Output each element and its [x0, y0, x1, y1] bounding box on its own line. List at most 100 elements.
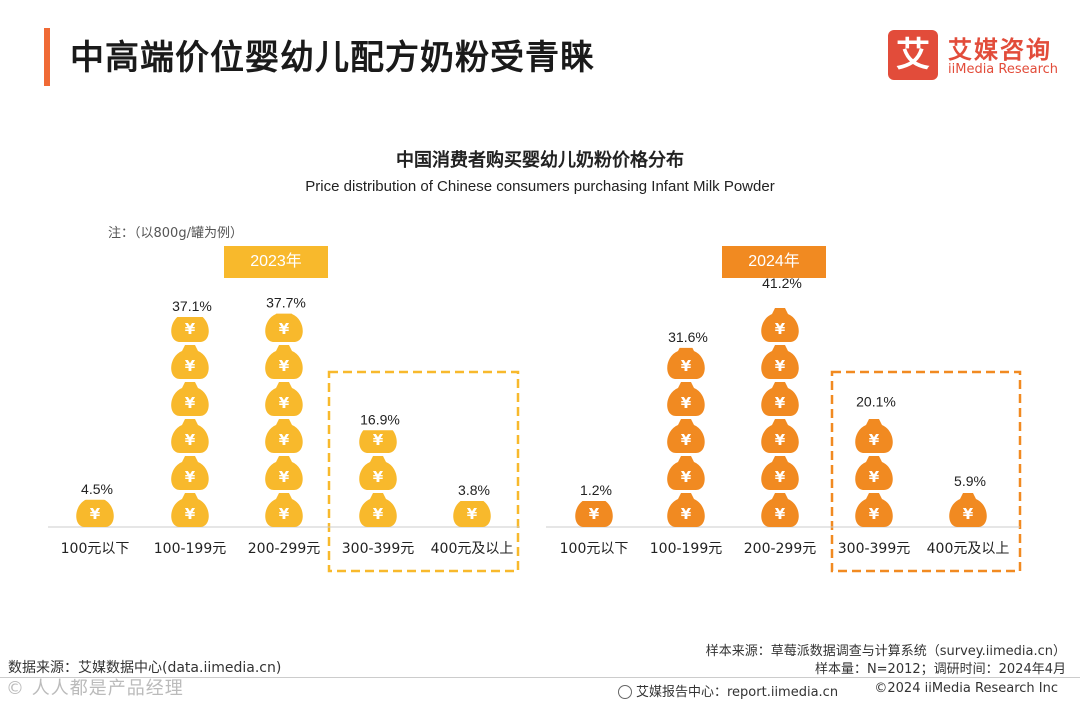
- category-label: 300-399元: [838, 541, 911, 557]
- legend-2023-badge: 2023年: [224, 246, 328, 278]
- money-bag-icon: [171, 493, 209, 527]
- sample-info: 样本量：N=2012；调研时间：2024年4月: [814, 662, 1066, 677]
- sample-source: 样本来源：草莓派数据调查与计算系统（survey.iimedia.cn）: [705, 644, 1066, 659]
- category-label: 200-299元: [248, 541, 321, 557]
- yuan-glyph: ¥: [681, 468, 692, 486]
- money-bag-icon: [575, 501, 613, 527]
- title-accent-bar: [44, 28, 50, 86]
- bar-0-2: ¥ ¥ ¥ ¥ ¥ ¥: [265, 313, 303, 527]
- yuan-glyph: ¥: [279, 505, 290, 523]
- yuan-glyph: ¥: [775, 320, 786, 338]
- category-label: 100-199元: [650, 541, 723, 557]
- category-label: 100元以下: [61, 541, 130, 557]
- category-label: 400元及以上: [927, 541, 1010, 557]
- yuan-glyph: ¥: [185, 431, 196, 449]
- yuan-glyph: ¥: [869, 505, 880, 523]
- yuan-glyph: ¥: [185, 468, 196, 486]
- watermark: © 人人都是产品经理: [6, 678, 184, 699]
- value-label: 41.2%: [762, 275, 802, 291]
- money-bag-icon: [171, 456, 209, 490]
- chart-subtitle: Price distribution of Chinese consumers …: [305, 178, 775, 195]
- logo-chinese-name: 艾媒咨询: [948, 36, 1052, 64]
- category-label: 400元及以上: [431, 541, 514, 557]
- money-bag-icon: [667, 419, 705, 453]
- page-title: 中高端价位婴幼儿配方奶粉受青睐: [70, 38, 595, 78]
- money-bag-icon: [761, 308, 799, 342]
- bar-0-1: ¥ ¥ ¥ ¥ ¥ ¥: [171, 317, 209, 527]
- money-bag-icon: [453, 501, 491, 527]
- yuan-glyph: ¥: [589, 505, 600, 523]
- category-label: 200-299元: [744, 541, 817, 557]
- bar-1-4: ¥: [949, 493, 987, 527]
- legend-2024-badge: 2024年: [722, 246, 826, 278]
- money-bag-icon: [855, 456, 893, 490]
- bar-0-3: ¥ ¥ ¥: [359, 430, 397, 527]
- chart-note: 注：（以800g/罐为例）: [108, 226, 243, 241]
- report-center: 艾媒报告中心：report.iimedia.cn: [618, 681, 838, 700]
- footer-divider: [0, 677, 1080, 678]
- money-bag-icon: [265, 345, 303, 379]
- value-label: 3.8%: [458, 482, 490, 498]
- data-source: 数据来源：艾媒数据中心(data.iimedia.cn): [8, 660, 282, 676]
- copyright: ©2024 iiMedia Research Inc: [874, 681, 1058, 696]
- money-bag-icon: [265, 382, 303, 416]
- value-label: 20.1%: [856, 393, 896, 409]
- yuan-glyph: ¥: [90, 505, 101, 523]
- category-label: 300-399元: [342, 541, 415, 557]
- yuan-glyph: ¥: [279, 320, 290, 338]
- logo-mark: 艾: [888, 30, 938, 80]
- chart-title: 中国消费者购买婴幼儿奶粉价格分布: [396, 150, 684, 171]
- category-label: 100元以下: [560, 541, 629, 557]
- yuan-glyph: ¥: [775, 431, 786, 449]
- yuan-glyph: ¥: [373, 505, 384, 523]
- highlight-box-1: [830, 370, 1022, 573]
- value-label: 37.7%: [266, 295, 306, 311]
- bar-0-4: ¥: [453, 501, 491, 527]
- yuan-glyph: ¥: [775, 468, 786, 486]
- yuan-glyph: ¥: [467, 505, 478, 523]
- money-bag-icon: [761, 419, 799, 453]
- money-bag-icon: [265, 419, 303, 453]
- value-label: 16.9%: [360, 411, 400, 427]
- value-label: 1.2%: [580, 482, 612, 498]
- value-label: 37.1%: [172, 298, 212, 314]
- money-bag-icon: [855, 419, 893, 453]
- yuan-glyph: ¥: [185, 394, 196, 412]
- bar-1-3: ¥ ¥ ¥: [855, 419, 893, 527]
- money-bag-icon: [855, 493, 893, 527]
- yuan-glyph: ¥: [373, 431, 384, 449]
- bar-1-0: ¥: [575, 501, 613, 527]
- highlight-box-0: [327, 370, 520, 573]
- money-bag-icon: [265, 493, 303, 527]
- yuan-glyph: ¥: [775, 357, 786, 375]
- money-bag-icon: [265, 313, 303, 342]
- yuan-glyph: ¥: [373, 468, 384, 486]
- globe-icon: [618, 685, 632, 699]
- report-center-text: 艾媒报告中心：report.iimedia.cn: [636, 685, 839, 700]
- money-bag-icon: [761, 345, 799, 379]
- money-bag-icon: [761, 456, 799, 490]
- yuan-glyph: ¥: [279, 468, 290, 486]
- bar-0-0: ¥: [76, 499, 114, 527]
- yuan-glyph: ¥: [681, 505, 692, 523]
- bar-1-2: ¥ ¥ ¥ ¥ ¥ ¥: [761, 308, 799, 527]
- yuan-glyph: ¥: [279, 357, 290, 375]
- yuan-glyph: ¥: [963, 505, 974, 523]
- money-bag-icon: [761, 493, 799, 527]
- yuan-glyph: ¥: [279, 394, 290, 412]
- money-bag-icon: [667, 382, 705, 416]
- money-bag-icon: [265, 456, 303, 490]
- money-bag-icon: [761, 382, 799, 416]
- yuan-glyph: ¥: [869, 468, 880, 486]
- yuan-glyph: ¥: [775, 505, 786, 523]
- value-label: 4.5%: [81, 481, 113, 497]
- money-bag-icon: [171, 345, 209, 379]
- money-bag-icon: [667, 456, 705, 490]
- money-bag-icon: [667, 347, 705, 379]
- yuan-glyph: ¥: [185, 320, 196, 338]
- value-label: 31.6%: [668, 329, 708, 345]
- yuan-glyph: ¥: [279, 431, 290, 449]
- yuan-glyph: ¥: [681, 357, 692, 375]
- money-bag-icon: [359, 493, 397, 527]
- yuan-glyph: ¥: [869, 431, 880, 449]
